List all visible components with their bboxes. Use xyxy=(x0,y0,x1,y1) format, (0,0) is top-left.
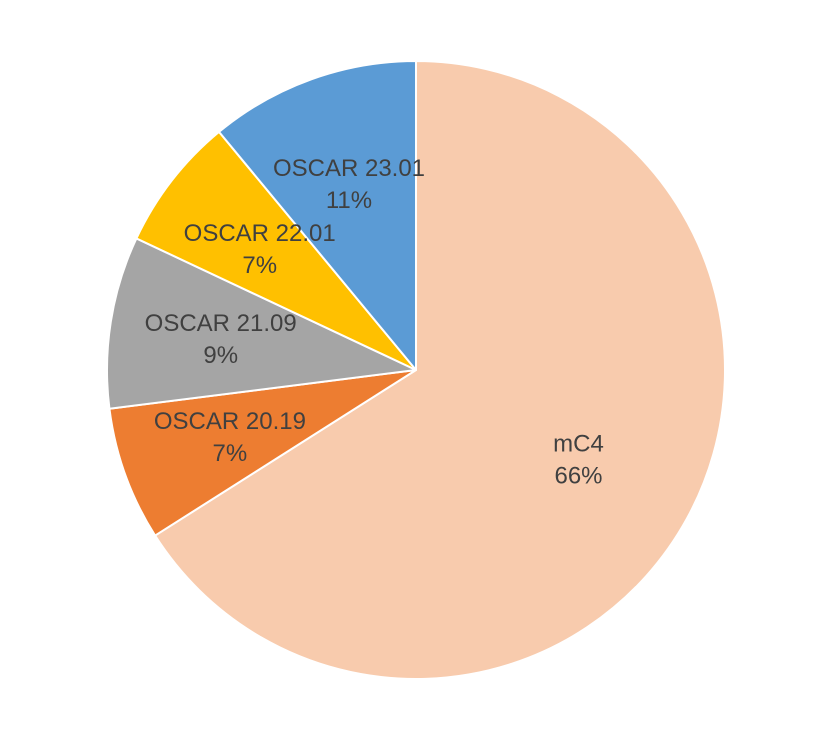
pie-slice-oscar-20-19 xyxy=(108,369,417,537)
slice-percent-oscar-21-09: 9% xyxy=(203,342,238,369)
labels-layer: mC4 66% OSCAR 20.19 7% OSCAR 21.09 9% OSCAR 22… xyxy=(145,155,604,489)
slice-label-mc4: mC4 xyxy=(553,430,604,457)
slice-percent-mc4: 66% xyxy=(554,462,602,489)
slice-label-oscar-21-09: OSCAR 21.09 xyxy=(145,310,297,337)
pie-slice-oscar-23-01 xyxy=(218,60,417,371)
slice-percent-oscar-20-19: 7% xyxy=(213,440,248,467)
slice-label-oscar-20-19: OSCAR 20.19 xyxy=(154,408,306,435)
pie-slice-oscar-22-01 xyxy=(135,130,417,371)
slice-label-oscar-22-01: OSCAR 22.01 xyxy=(184,220,336,247)
pie-slice-oscar-21-09 xyxy=(106,237,417,410)
slice-percent-oscar-22-01: 7% xyxy=(242,252,277,279)
slice-percent-oscar-23-01: 11% xyxy=(326,187,372,214)
slice-label-oscar-23-01: OSCAR 23.01 xyxy=(273,155,425,182)
pie-slice-mc4 xyxy=(154,60,726,680)
slices-layer xyxy=(106,60,726,680)
